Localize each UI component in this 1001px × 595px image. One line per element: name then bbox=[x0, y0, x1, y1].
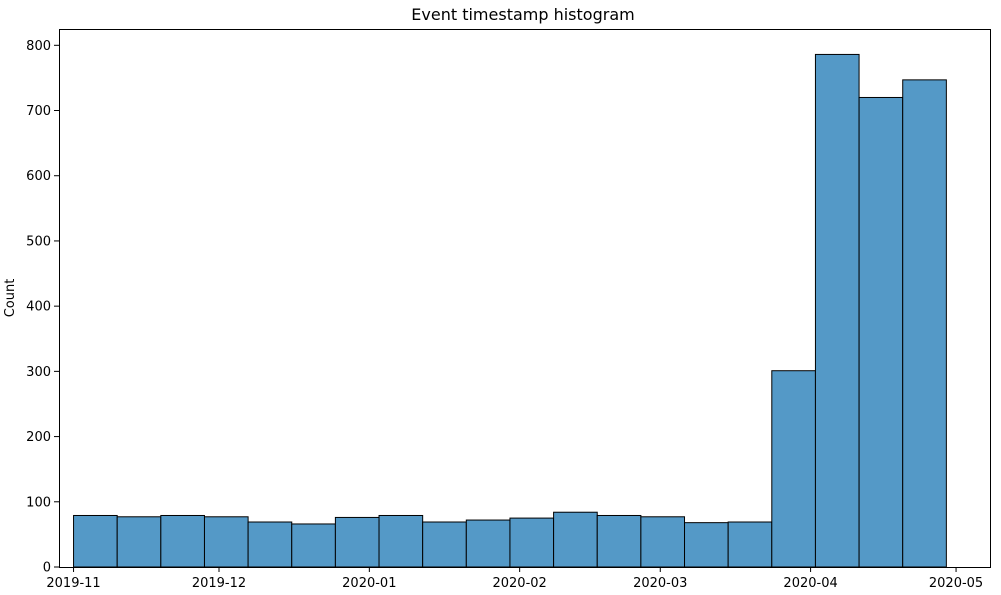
y-tick-label: 0 bbox=[43, 561, 51, 576]
histogram-bar bbox=[684, 522, 729, 568]
x-tick-label: 2020-04 bbox=[783, 576, 837, 591]
histogram-bar bbox=[509, 517, 555, 568]
histogram-bar bbox=[334, 516, 380, 568]
y-axis-label: Count bbox=[3, 279, 18, 318]
chart-title: Event timestamp histogram bbox=[411, 5, 634, 24]
x-tick-label: 2020-03 bbox=[633, 576, 687, 591]
x-tick-label: 2019-12 bbox=[192, 576, 246, 591]
y-tick-label: 700 bbox=[26, 104, 51, 119]
x-tick-label: 2020-01 bbox=[342, 576, 396, 591]
y-tick-label: 100 bbox=[26, 495, 51, 510]
y-tick-label: 300 bbox=[26, 365, 51, 380]
histogram-bar bbox=[116, 516, 162, 568]
y-tick-label: 200 bbox=[26, 430, 51, 445]
histogram-bar bbox=[378, 514, 424, 568]
x-tick-label: 2020-02 bbox=[492, 576, 546, 591]
histogram-bar bbox=[73, 514, 118, 568]
histogram-bar bbox=[902, 79, 947, 568]
y-tick-label: 800 bbox=[26, 39, 51, 54]
bars-group bbox=[73, 53, 947, 568]
x-tick-label: 2019-11 bbox=[46, 576, 100, 591]
histogram-bar bbox=[203, 516, 249, 568]
y-tick-label: 500 bbox=[26, 234, 51, 249]
histogram-bar bbox=[160, 514, 205, 568]
y-tick-label: 600 bbox=[26, 169, 51, 184]
y-tick-label: 400 bbox=[26, 300, 51, 315]
histogram-bar bbox=[858, 96, 904, 568]
plot-area-frame bbox=[59, 29, 991, 568]
histogram-bar bbox=[553, 511, 598, 568]
histogram-bar bbox=[771, 370, 816, 568]
histogram-bar bbox=[291, 523, 336, 568]
histogram-bar bbox=[596, 514, 642, 568]
histogram-bar bbox=[640, 516, 686, 568]
histogram-bar bbox=[247, 521, 293, 568]
x-axis-ticks: 2019-11 2019-12 2020-01 2020-02 2020-03 2020-… bbox=[46, 567, 983, 591]
x-tick-label: 2020-05 bbox=[929, 576, 983, 591]
histogram-bar bbox=[465, 519, 511, 568]
histogram-bar bbox=[814, 53, 860, 568]
histogram-bar bbox=[422, 521, 467, 568]
y-axis-ticks: 0 100 200 300 400 500 600 700 800 bbox=[26, 39, 59, 576]
histogram-bar bbox=[727, 521, 773, 568]
